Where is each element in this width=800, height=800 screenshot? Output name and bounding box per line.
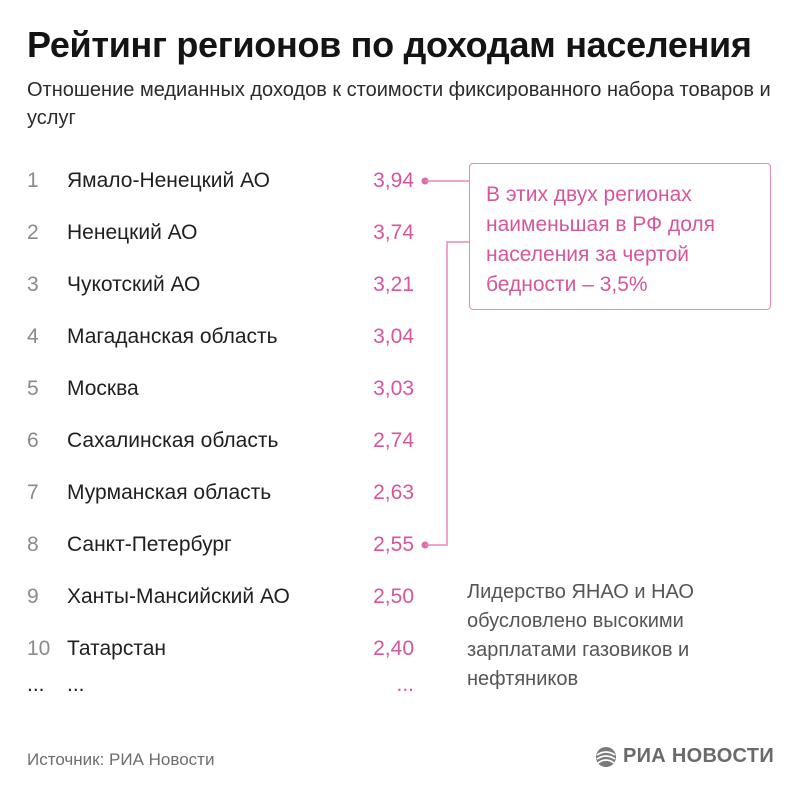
row-value: 3,74 (373, 221, 414, 244)
row-rank: 7 (27, 481, 39, 504)
row-region: Москва (67, 377, 139, 400)
row-rank: 9 (27, 585, 39, 608)
row-rank: 10 (27, 637, 51, 660)
ellipsis-row: ......... (0, 670, 440, 700)
row-region: Санкт-Петербург (67, 533, 232, 556)
table-row: 7 Мурманская область 2,63 (0, 478, 440, 508)
row-rank: 6 (27, 429, 39, 452)
row-region: Чукотский АО (67, 273, 201, 296)
row-value: 3,03 (373, 377, 414, 400)
row-value: 3,21 (373, 273, 414, 296)
table-row: 9 Ханты-Мансийский АО 2,50 (0, 582, 440, 612)
row-region: Ямало-Ненецкий АО (67, 169, 270, 192)
row-value: 2,63 (373, 481, 414, 504)
row-value: 2,40 (373, 637, 414, 660)
row-rank: 5 (27, 377, 39, 400)
table-row: 5 Москва 3,03 (0, 374, 440, 404)
row-rank: 8 (27, 533, 39, 556)
row-region: Ненецкий АО (67, 221, 198, 244)
chart-title: Рейтинг регионов по доходам населения (27, 24, 752, 65)
row-value: 3,94 (373, 169, 414, 192)
ellipsis-region: ... (67, 673, 85, 696)
row-rank: 1 (27, 169, 39, 192)
source-text: Источник: РИА Новости (27, 750, 215, 769)
table-row: 3 Чукотский АО 3,21 (0, 270, 440, 300)
table-row: 1 Ямало-Ненецкий АО 3,94 (0, 166, 440, 196)
row-value: 2,55 (373, 533, 414, 556)
connector-line-bottom (425, 241, 469, 546)
ellipsis-value: ... (396, 673, 414, 696)
row-region: Магаданская область (67, 325, 278, 348)
row-rank: 3 (27, 273, 39, 296)
table-row: 6 Сахалинская область 2,74 (0, 426, 440, 456)
side-note: Лидерство ЯНАО и НАО обусловлено высоким… (467, 581, 694, 690)
row-value: 3,04 (373, 325, 414, 348)
row-value: 2,50 (373, 585, 414, 608)
ria-globe-icon (595, 746, 616, 767)
table-row: 4 Магаданская область 3,04 (0, 322, 440, 352)
logo-text: РИА НОВОСТИ (622, 745, 774, 767)
row-region: Ханты-Мансийский АО (67, 585, 290, 608)
row-rank: 2 (27, 221, 39, 244)
table-row: 8 Санкт-Петербург 2,55 (0, 530, 440, 560)
row-rank: 4 (27, 325, 39, 348)
table-row: 2 Ненецкий АО 3,74 (0, 218, 440, 248)
ria-logo: РИА НОВОСТИ (595, 745, 774, 768)
chart-subtitle: Отношение медианных доходов к стоимости … (27, 79, 771, 129)
callout-box: В этих двух регионах наименьшая в РФ дол… (469, 163, 771, 310)
row-region: Татарстан (67, 637, 167, 660)
row-region: Сахалинская область (67, 429, 279, 452)
row-value: 2,74 (373, 429, 414, 452)
table-row: 10 Татарстан 2,40 (0, 634, 440, 664)
row-region: Мурманская область (67, 481, 272, 504)
ellipsis-rank: ... (27, 673, 45, 696)
